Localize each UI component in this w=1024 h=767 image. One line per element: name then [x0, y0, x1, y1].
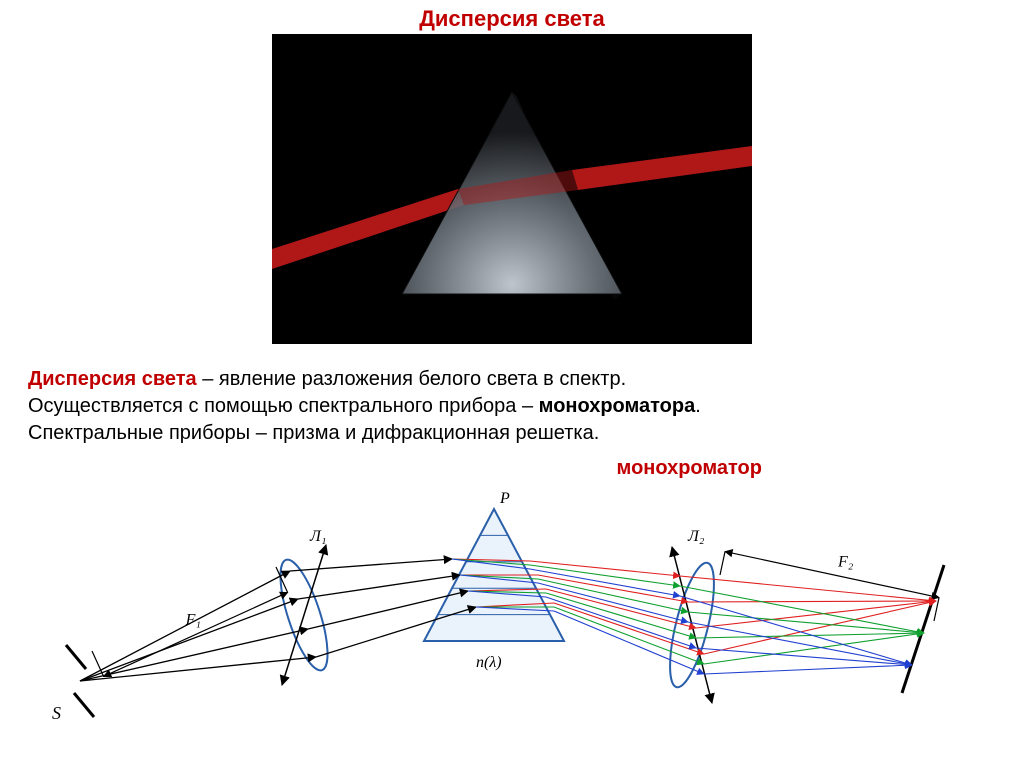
monochromator-figure-wrap: монохроматор S Л₁ F₁ Pn(λ) Л₂ F₂	[32, 455, 992, 735]
prism-dispersion-figure	[272, 34, 752, 344]
svg-text:P: P	[499, 490, 510, 507]
line2-pre: Осуществляется с помощью спектрального п…	[28, 395, 539, 417]
line1-rest: – явление разложения белого света в спек…	[197, 368, 626, 390]
svg-text:F₁: F₁	[185, 611, 201, 628]
term: Дисперсия света	[28, 368, 197, 390]
svg-text:Л₁: Л₁	[309, 528, 326, 545]
svg-text:F₂: F₂	[837, 554, 854, 571]
monochromator-label: монохроматор	[617, 457, 762, 480]
definition-line-1: Дисперсия света – явление разложения бел…	[28, 366, 996, 393]
page-title: Дисперсия света	[0, 0, 1024, 34]
svg-text:Л₂: Л₂	[687, 528, 705, 545]
line2-strong: монохроматора	[539, 395, 696, 417]
definition-line-3: Спектральные приборы – призма и дифракци…	[28, 420, 996, 447]
page-title-text: Дисперсия света	[419, 6, 605, 31]
definition-line-2: Осуществляется с помощью спектрального п…	[28, 393, 996, 420]
svg-text:n(λ): n(λ)	[476, 654, 502, 671]
monochromator-diagram: S Л₁ F₁ Pn(λ) Л₂ F₂	[32, 455, 992, 735]
definition-block: Дисперсия света – явление разложения бел…	[0, 344, 1024, 449]
svg-text:S: S	[52, 703, 61, 723]
line2-post: .	[695, 395, 701, 417]
